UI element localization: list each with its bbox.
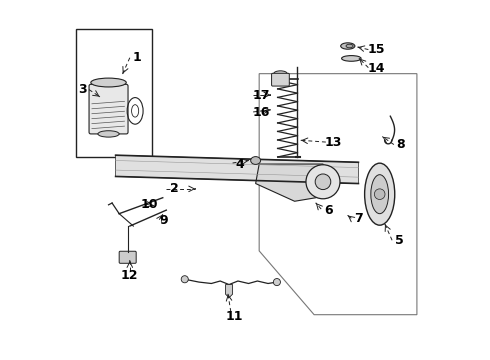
- Ellipse shape: [365, 163, 395, 225]
- Text: 15: 15: [368, 43, 385, 56]
- Text: 12: 12: [121, 269, 139, 282]
- Text: 11: 11: [225, 310, 243, 323]
- Text: 7: 7: [354, 212, 363, 225]
- Text: 10: 10: [141, 198, 158, 211]
- Text: 2: 2: [170, 183, 178, 195]
- Circle shape: [306, 165, 340, 199]
- FancyBboxPatch shape: [89, 84, 128, 134]
- Ellipse shape: [91, 78, 126, 87]
- Text: 5: 5: [395, 234, 404, 247]
- Text: 17: 17: [252, 89, 270, 102]
- Text: 8: 8: [396, 138, 405, 151]
- Text: 13: 13: [325, 136, 343, 149]
- Ellipse shape: [371, 175, 389, 214]
- Circle shape: [181, 276, 188, 283]
- Ellipse shape: [98, 131, 119, 137]
- Text: 6: 6: [324, 204, 333, 217]
- Text: 3: 3: [78, 83, 87, 96]
- Circle shape: [273, 279, 280, 285]
- Circle shape: [374, 189, 385, 199]
- Polygon shape: [225, 284, 233, 298]
- Text: 9: 9: [159, 214, 168, 227]
- Polygon shape: [256, 164, 330, 201]
- Ellipse shape: [251, 157, 261, 165]
- Ellipse shape: [274, 71, 287, 77]
- Ellipse shape: [342, 55, 361, 61]
- Ellipse shape: [346, 44, 353, 48]
- Text: 14: 14: [368, 62, 385, 75]
- FancyBboxPatch shape: [271, 73, 289, 86]
- Text: 16: 16: [252, 106, 270, 119]
- Text: 1: 1: [132, 51, 141, 64]
- Circle shape: [315, 174, 331, 190]
- Text: 4: 4: [235, 158, 244, 171]
- Ellipse shape: [341, 43, 355, 49]
- FancyBboxPatch shape: [119, 251, 136, 263]
- Polygon shape: [116, 155, 358, 184]
